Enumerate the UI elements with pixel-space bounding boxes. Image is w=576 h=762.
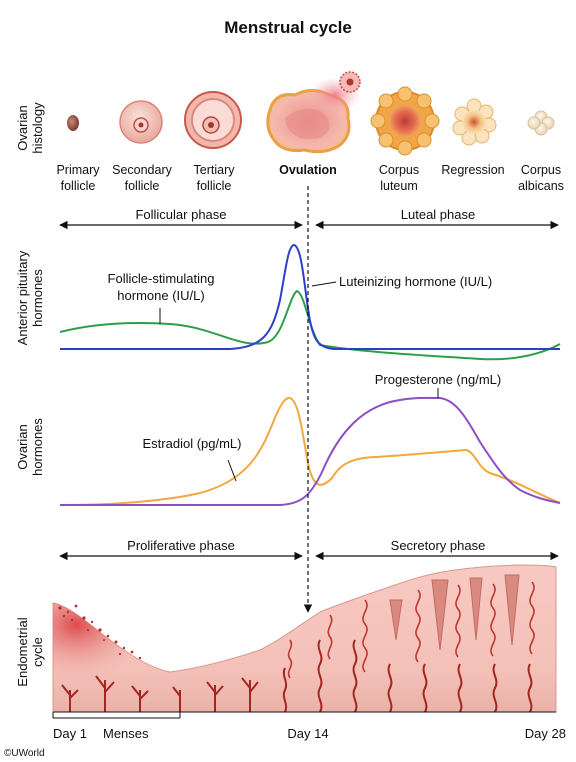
lh-curve (60, 243, 560, 350)
stage-label-ovulation: Ovulation (279, 163, 337, 177)
stage-label-primary-follicle: Primary follicle (56, 163, 100, 193)
follicular-phase-label: Follicular phase (135, 207, 226, 222)
proliferative-phase-label: Proliferative phase (127, 538, 235, 553)
secondary-follicle-illustration (119, 100, 163, 144)
luteal-phase-label: Luteal phase (401, 207, 475, 222)
primary-follicle-illustration (67, 115, 79, 131)
lh-label-leader (311, 281, 337, 287)
estradiol-label-leader (227, 459, 237, 482)
corpus-albicans-illustration (527, 110, 555, 136)
fsh-curve (59, 289, 561, 361)
regression-illustration (452, 98, 497, 146)
ovulation-illustration (266, 71, 361, 154)
tertiary-follicle-illustration (184, 91, 242, 149)
endometrium-illustration (52, 564, 557, 713)
estradiol-curve (59, 396, 561, 506)
day28-label: Day 28 (525, 726, 566, 741)
spiral-arteries (61, 639, 533, 713)
row-label-endometrial: Endometrialcycle (15, 617, 45, 686)
day1-label: Day 1 (53, 726, 87, 741)
menses-label: Menses (103, 726, 149, 741)
progesterone-label: Progesterone (ng/mL) (375, 372, 501, 387)
stage-label-corpus-luteum: Corpus luteum (379, 163, 419, 193)
day14-label: Day 14 (287, 726, 328, 741)
row-label-ovarian-hormones: Ovarianhormones (15, 418, 45, 476)
progesterone-curve (60, 396, 561, 506)
fsh-label: Follicle-stimulating hormone (IU/L) (108, 271, 215, 303)
corpus-luteum-illustration (370, 86, 440, 156)
lh-label: Luteinizing hormone (IU/L) (339, 274, 492, 289)
uworld-credit: ©UWorld (4, 748, 45, 759)
secretory-phase-label: Secretory phase (391, 538, 486, 553)
estradiol-label: Estradiol (pg/mL) (143, 436, 242, 451)
row-label-ovarian-histology: Ovarianhistology (15, 102, 45, 154)
stage-label-tertiary-follicle: Tertiary follicle (194, 163, 236, 193)
row-label-anterior-pituitary: Anterior pituitaryhormones (15, 250, 45, 345)
stage-label-regression: Regression (441, 163, 504, 177)
follicle-stage-labels: Primary follicle Secondary follicle Tertia… (56, 163, 563, 193)
stage-label-corpus-albicans: Corpus albicans (518, 163, 564, 193)
figure-title: Menstrual cycle (224, 18, 352, 37)
timeline-axis (52, 711, 556, 719)
stage-label-secondary-follicle: Secondary follicle (112, 163, 173, 193)
